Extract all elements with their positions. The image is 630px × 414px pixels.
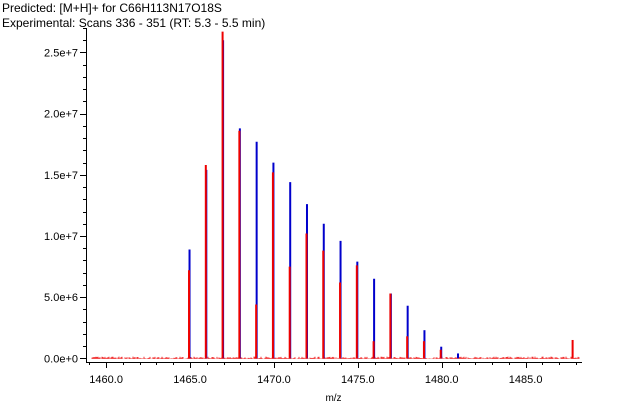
legend-predicted: Predicted: [M+H]+ for C66H113N17O18S — [2, 1, 222, 15]
x-tick-label: 1470.0 — [257, 374, 291, 386]
baseline-noise-trace — [91, 356, 580, 359]
legend-experimental: Experimental: Scans 336 - 351 (RT: 5.3 -… — [2, 16, 266, 30]
y-tick-label: 5.0e+6 — [44, 292, 78, 304]
y-tick-label: 2.0e+7 — [44, 109, 78, 121]
x-tick-label: 1465.0 — [173, 374, 207, 386]
x-tick-label: 1480.0 — [425, 374, 459, 386]
x-tick-label: 1475.0 — [341, 374, 375, 386]
y-tick-label: 2.5e+7 — [44, 47, 78, 59]
x-tick-label: 1485.0 — [509, 374, 543, 386]
y-tick-label: 0.0e+0 — [44, 353, 78, 365]
x-tick-label: 1460.0 — [89, 374, 123, 386]
x-axis-title: m/z — [325, 393, 341, 404]
y-axis-ticks: 0.0e+0 5.0e+6 1.0e+7 1.5e+7 2.0e+7 2.5e+7 — [44, 28, 86, 365]
plot-area — [91, 31, 580, 359]
x-axis-ticks: 1460.0 1465.0 1470.0 1475.0 1480.0 1485.0 — [89, 362, 577, 386]
y-tick-label: 1.5e+7 — [44, 170, 78, 182]
y-tick-label: 1.0e+7 — [44, 231, 78, 243]
